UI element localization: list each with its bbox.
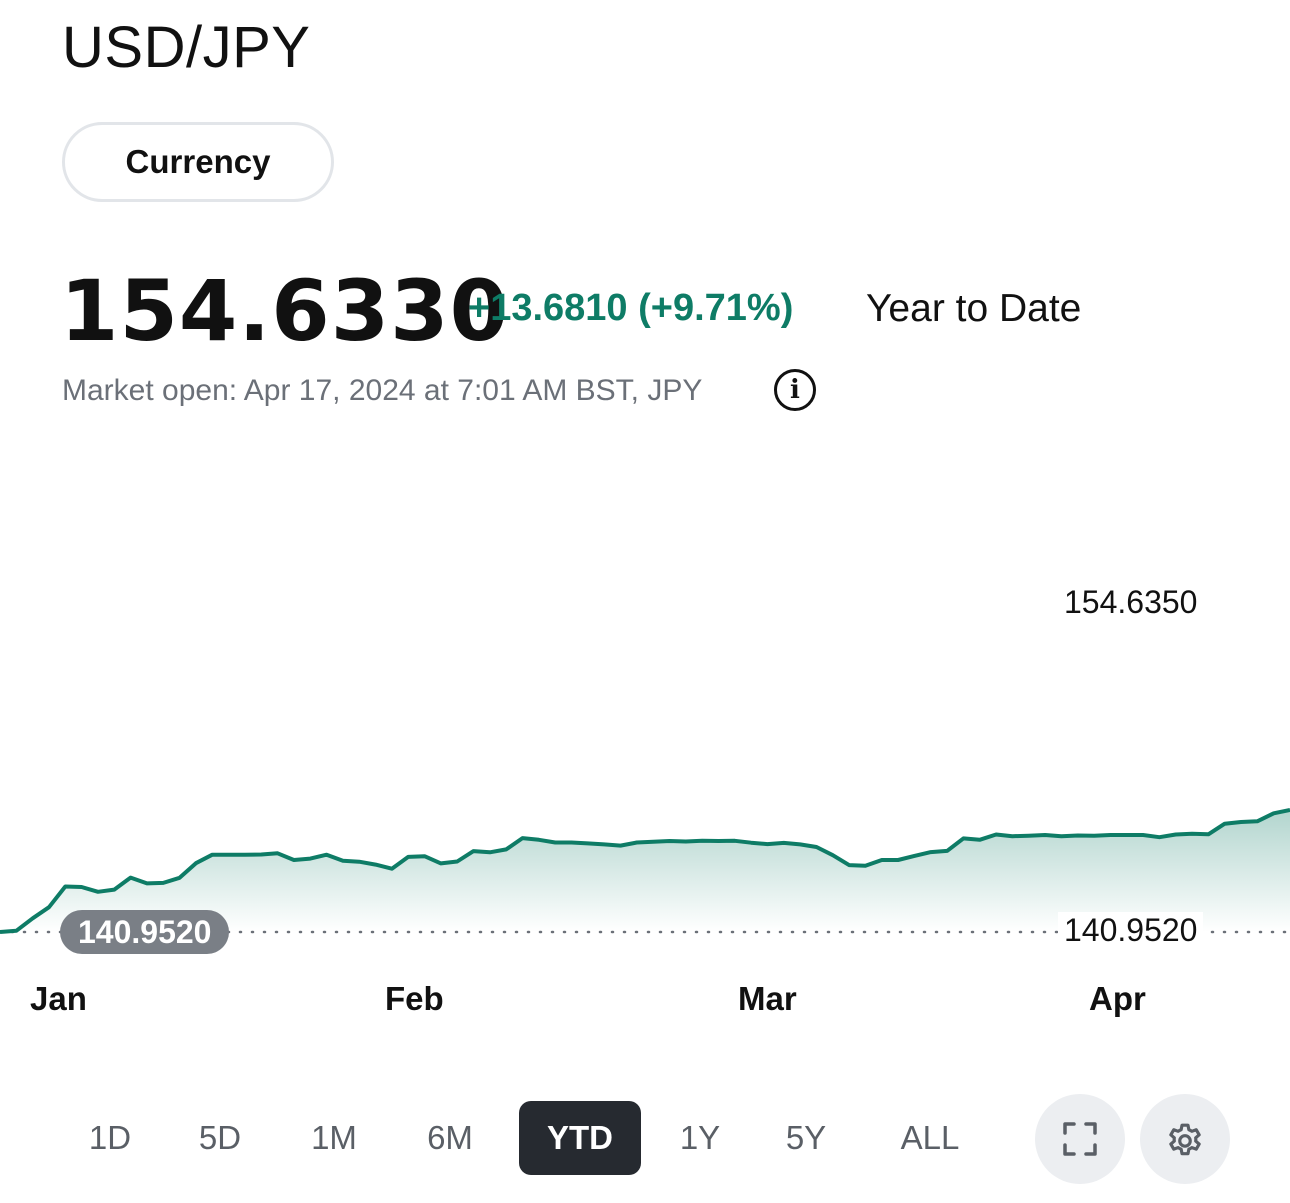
tab-1y[interactable]: 1Y	[679, 1119, 721, 1156]
tab-ytd[interactable]: YTD	[519, 1101, 641, 1175]
x-label-apr: Apr	[1089, 980, 1146, 1017]
price-change: +13.6810 (+9.71%)	[468, 287, 794, 329]
tab-5d[interactable]: 5D	[198, 1119, 242, 1156]
series-line	[0, 808, 1290, 934]
tab-6m[interactable]: 6M	[427, 1119, 473, 1156]
info-icon[interactable]: i	[774, 369, 816, 411]
market-status: Market open: Apr 17, 2024 at 7:01 AM BST…	[62, 374, 703, 407]
page-title: USD/JPY	[62, 15, 311, 80]
x-label-jan: Jan	[30, 980, 87, 1017]
tab-all[interactable]: ALL	[900, 1119, 960, 1156]
tab-1d[interactable]: 1D	[88, 1119, 132, 1156]
current-price: 154.6330	[60, 262, 510, 360]
y-max-label: 154.6350	[1058, 584, 1204, 621]
x-label-mar: Mar	[738, 980, 797, 1017]
category-pill[interactable]: Currency	[62, 122, 334, 202]
tab-1m[interactable]: 1M	[311, 1119, 357, 1156]
fullscreen-button[interactable]	[1035, 1094, 1125, 1184]
tab-5y[interactable]: 5Y	[785, 1119, 827, 1156]
settings-button[interactable]	[1140, 1094, 1230, 1184]
y-min-label: 140.9520	[1058, 912, 1204, 949]
baseline-value-badge: 140.9520	[60, 910, 230, 954]
period-label: Year to Date	[866, 287, 1082, 330]
gear-icon	[1169, 1123, 1201, 1156]
fullscreen-icon	[1063, 1122, 1097, 1156]
x-label-feb: Feb	[385, 980, 444, 1017]
